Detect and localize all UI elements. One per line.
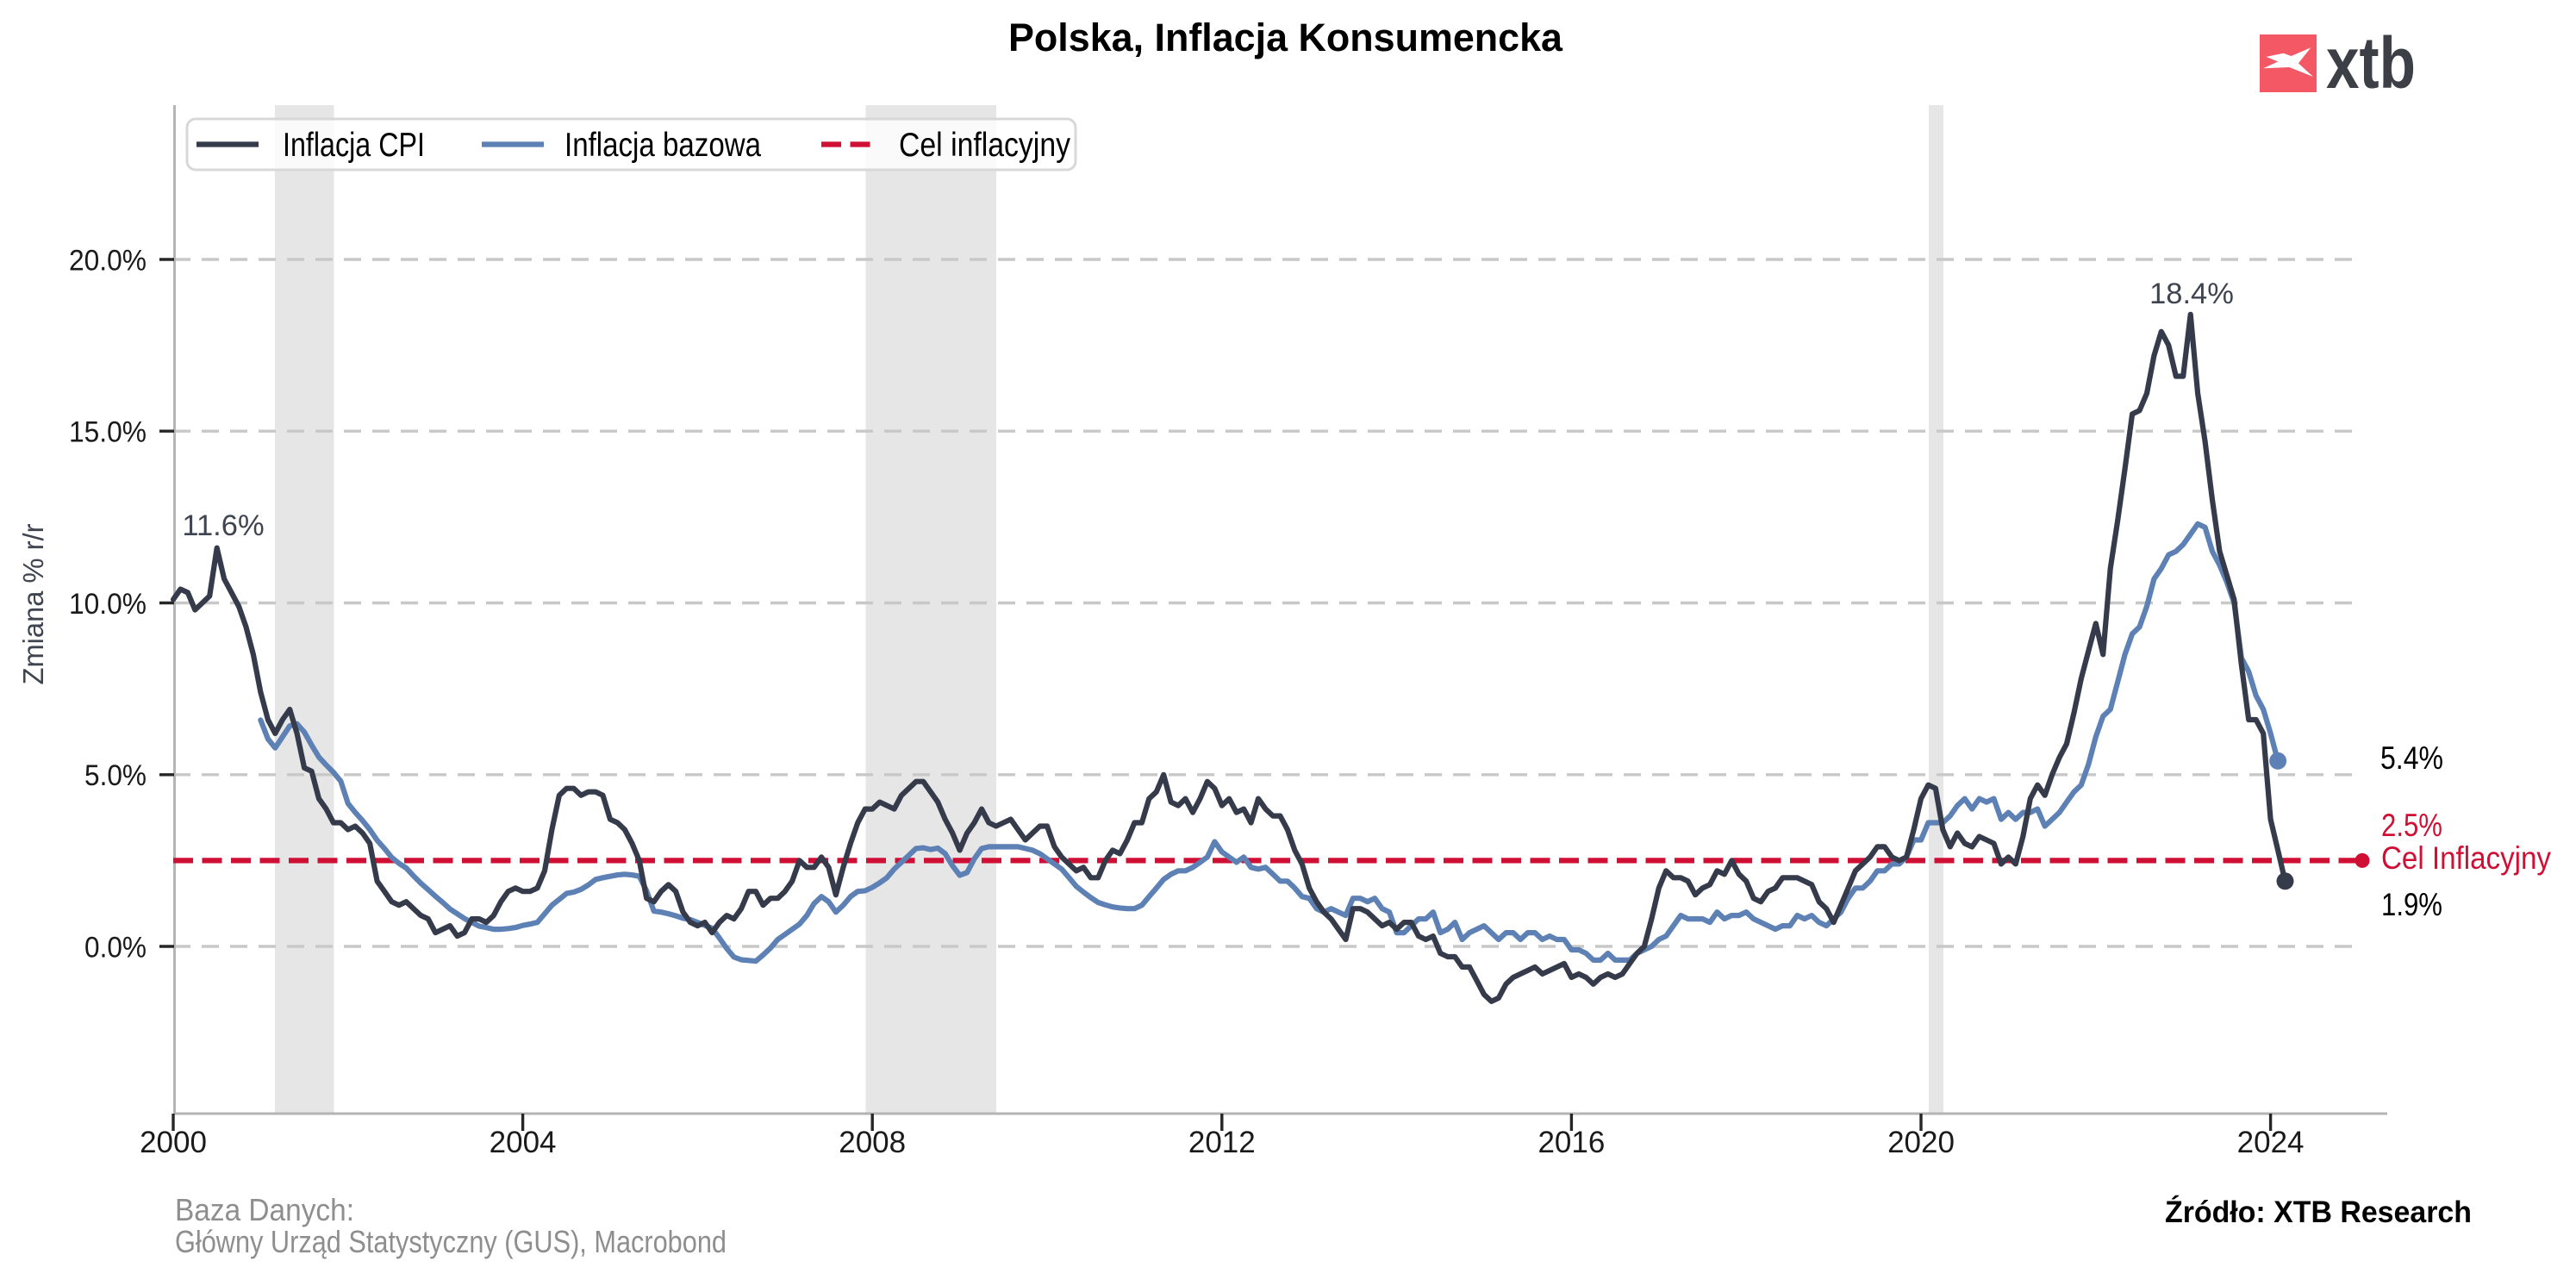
svg-text:Główny Urząd Statystyczny (GUS: Główny Urząd Statystyczny (GUS), Macrobo… xyxy=(175,1224,727,1259)
svg-text:Inflacja CPI: Inflacja CPI xyxy=(283,127,425,164)
svg-text:Polska, Inflacja Konsumencka: Polska, Inflacja Konsumencka xyxy=(1008,16,1563,59)
svg-text:2008: 2008 xyxy=(839,1126,906,1159)
svg-text:2012: 2012 xyxy=(1188,1126,1256,1159)
svg-text:5.0%: 5.0% xyxy=(84,759,147,792)
svg-text:2000: 2000 xyxy=(140,1126,207,1159)
svg-text:xtb: xtb xyxy=(2326,22,2416,103)
svg-text:20.0%: 20.0% xyxy=(69,244,147,277)
svg-text:1.9%: 1.9% xyxy=(2381,886,2442,922)
svg-text:5.4%: 5.4% xyxy=(2380,740,2443,776)
svg-text:Baza Danych:: Baza Danych: xyxy=(175,1192,354,1227)
svg-text:Inflacja bazowa: Inflacja bazowa xyxy=(564,127,761,164)
svg-text:2024: 2024 xyxy=(2237,1126,2305,1159)
svg-text:2016: 2016 xyxy=(1537,1126,1605,1159)
svg-text:2020: 2020 xyxy=(1887,1126,1955,1159)
svg-text:Cel Inflacyjny: Cel Inflacyjny xyxy=(2381,840,2551,876)
svg-text:Zmiana % r/r: Zmiana % r/r xyxy=(17,524,49,685)
svg-text:2004: 2004 xyxy=(490,1126,557,1159)
svg-text:Źródło: XTB Research: Źródło: XTB Research xyxy=(2165,1195,2472,1229)
svg-text:15.0%: 15.0% xyxy=(69,416,147,449)
svg-text:0.0%: 0.0% xyxy=(84,931,147,964)
svg-text:2.5%: 2.5% xyxy=(2381,807,2442,843)
svg-text:11.6%: 11.6% xyxy=(182,509,264,542)
svg-text:18.4%: 18.4% xyxy=(2149,278,2234,310)
svg-text:10.0%: 10.0% xyxy=(69,588,147,621)
svg-text:Cel inflacyjny: Cel inflacyjny xyxy=(899,127,1070,164)
